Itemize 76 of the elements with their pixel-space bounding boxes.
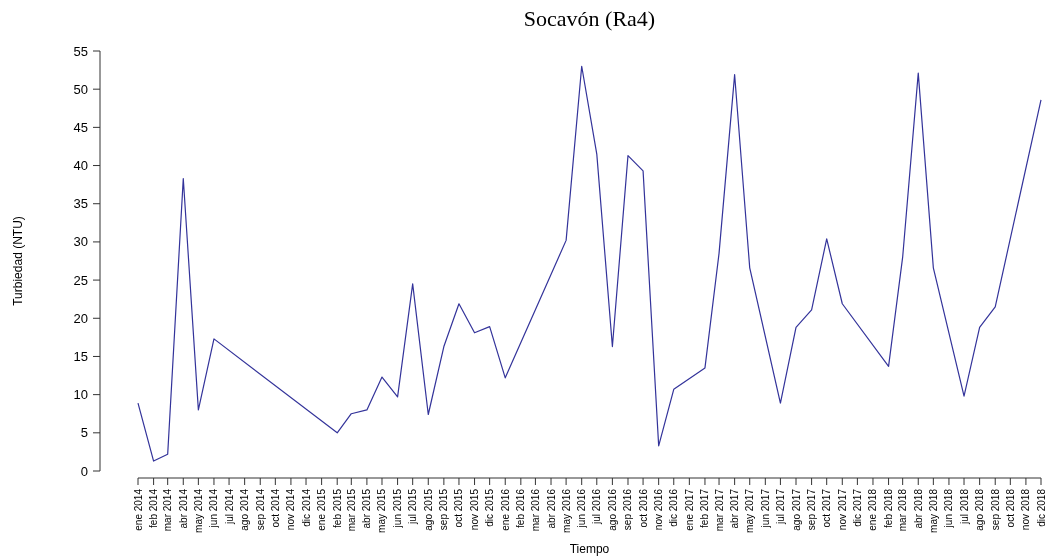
x-tick-label: ene 2018 — [867, 488, 879, 531]
y-tick-label: 35 — [73, 196, 88, 212]
y-tick-label: 40 — [73, 158, 88, 174]
x-tick-label: jun 2015 — [392, 488, 404, 529]
x-tick-label: jul 2017 — [774, 488, 786, 526]
x-tick-label: may 2017 — [744, 488, 756, 533]
x-tick-label: feb 2015 — [331, 488, 343, 528]
x-tick-label: nov 2016 — [653, 488, 665, 531]
x-tick-label: feb 2018 — [883, 488, 895, 528]
x-tick-label: ene 2015 — [316, 488, 328, 531]
x-tick-label: jul 2016 — [591, 488, 603, 526]
x-tick-label: dic 2016 — [668, 488, 680, 527]
x-tick-label: nov 2017 — [836, 488, 848, 531]
x-tick-label: jun 2018 — [943, 488, 955, 529]
x-tick-label: jun 2014 — [208, 488, 220, 529]
x-tick-label: nov 2018 — [1020, 488, 1032, 531]
x-tick-label: sep 2014 — [254, 488, 266, 531]
x-tick-label: abr 2017 — [729, 488, 741, 529]
x-tick-label: oct 2016 — [637, 488, 649, 528]
line-series — [137, 65, 1042, 462]
x-tick-label: ago 2014 — [239, 488, 251, 531]
x-tick-label: ene 2017 — [683, 488, 695, 531]
x-tick-label: jul 2015 — [407, 488, 419, 526]
y-tick-label: 50 — [73, 81, 88, 97]
x-tick-label: ene 2014 — [132, 488, 144, 531]
x-axis-title: Tiempo — [569, 542, 610, 556]
x-tick-label: ago 2015 — [422, 488, 434, 531]
x-tick-label: abr 2016 — [545, 488, 557, 529]
x-tick-label: ago 2016 — [606, 488, 618, 531]
x-tick-label: may 2014 — [192, 488, 204, 533]
x-tick-label: may 2016 — [560, 488, 572, 533]
x-tick-label: sep 2018 — [989, 488, 1001, 531]
x-tick-label: feb 2014 — [148, 488, 160, 528]
x-tick-label: sep 2015 — [438, 488, 450, 531]
y-tick-label: 15 — [73, 349, 88, 364]
x-tick-label: abr 2014 — [177, 488, 189, 529]
x-tick-label: oct 2014 — [269, 488, 281, 528]
x-tick-label: jul 2018 — [958, 488, 970, 526]
x-tick-label: ago 2018 — [974, 488, 986, 531]
x-tick-label: sep 2017 — [806, 488, 818, 531]
x-tick-label: jun 2016 — [576, 488, 588, 529]
x-tick-label: dic 2017 — [851, 488, 863, 527]
x-tick-label: dic 2015 — [484, 488, 496, 527]
x-tick-label: dic 2014 — [300, 488, 312, 527]
x-tick-label: sep 2016 — [622, 488, 634, 531]
y-tick-label: 30 — [73, 234, 88, 250]
x-tick-label: jun 2017 — [759, 488, 771, 529]
x-tick-label: mar 2016 — [529, 488, 541, 532]
x-tick-label: mar 2018 — [897, 488, 909, 532]
x-tick-label: feb 2016 — [515, 488, 527, 528]
x-tick-label: feb 2017 — [699, 488, 711, 528]
x-tick-label: oct 2018 — [1004, 488, 1016, 528]
y-tick-label: 25 — [73, 272, 88, 288]
x-tick-label: nov 2014 — [285, 488, 297, 531]
y-tick-label: 20 — [73, 310, 88, 326]
x-tick-label: dic 2018 — [1035, 488, 1047, 527]
y-tick-label: 10 — [73, 387, 88, 403]
y-tick-label: 45 — [73, 119, 88, 135]
chart-title: Socavón (Ra4) — [523, 6, 656, 31]
x-tick-label: ene 2016 — [499, 488, 511, 531]
x-tick-label: mar 2015 — [345, 488, 357, 532]
x-tick-label: abr 2015 — [361, 488, 373, 529]
y-tick-label: 5 — [80, 425, 88, 441]
x-tick-label: may 2015 — [376, 488, 388, 533]
x-tick-label: jul 2014 — [223, 488, 235, 526]
x-tick-label: oct 2017 — [821, 488, 833, 528]
x-tick-label: abr 2018 — [912, 488, 924, 529]
x-tick-label: nov 2015 — [469, 488, 481, 531]
x-tick-label: mar 2017 — [713, 488, 725, 532]
x-tick-label: mar 2014 — [162, 488, 174, 532]
y-tick-label: 0 — [80, 463, 88, 479]
x-tick-label: ago 2017 — [790, 488, 802, 531]
x-tick-label: may 2018 — [927, 488, 939, 533]
x-tick-label: oct 2015 — [453, 488, 465, 528]
y-tick-label: 55 — [73, 43, 88, 59]
y-axis-title: Turbiedad (NTU) — [11, 216, 25, 306]
